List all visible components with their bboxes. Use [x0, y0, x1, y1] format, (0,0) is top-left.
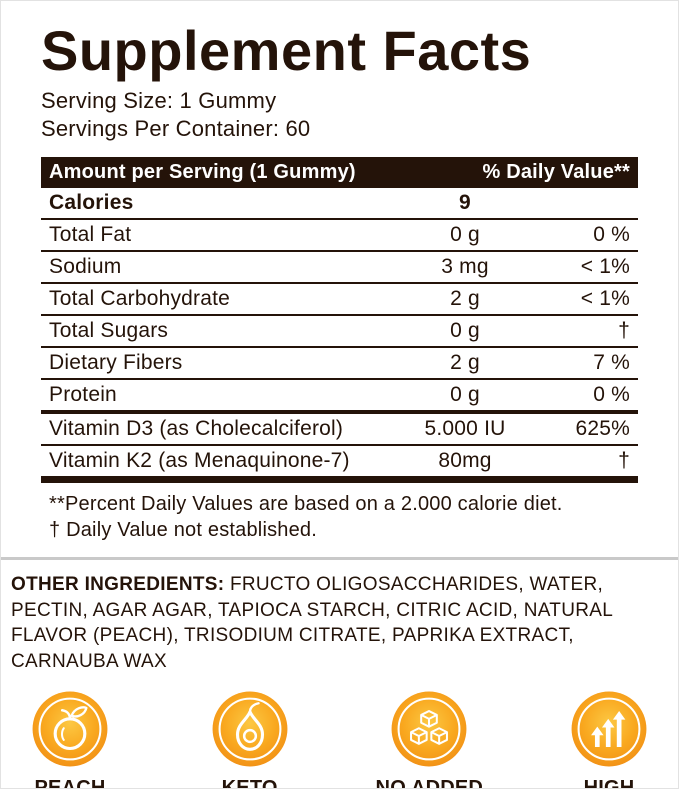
badge-label-line1: KETO [221, 777, 278, 789]
nutrient-amount: 5.000 IU [424, 416, 506, 440]
serving-info: Serving Size: 1 Gummy Servings Per Conta… [41, 87, 638, 143]
nutrient-dv: 0 % [593, 382, 630, 406]
nutrient-name: Total Sugars [49, 318, 169, 342]
supplement-facts-panel: Supplement Facts Serving Size: 1 Gummy S… [1, 1, 678, 543]
nutrient-name: Protein [49, 382, 117, 406]
nutrient-dv: < 1% [580, 254, 630, 278]
badge-label: HIGH POTENCY [560, 777, 658, 789]
table-row-calories: Calories 9 [41, 188, 638, 220]
nutrient-dv: † [618, 448, 630, 472]
nutrient-name: Total Fat [49, 222, 132, 246]
badge-label-line1: HIGH [583, 777, 635, 789]
badge-label: NO ADDED SUGAR [375, 777, 484, 789]
table-row: Total Sugars 0 g † [41, 316, 638, 348]
nutrient-name: Calories [49, 190, 134, 214]
facts-table: Amount per Serving (1 Gummy) % Daily Val… [41, 156, 638, 483]
avocado-icon [212, 691, 288, 767]
column-header-daily-value: % Daily Value** [482, 160, 630, 183]
badge-label-line1: NO ADDED [375, 777, 484, 789]
nutrient-name: Sodium [49, 254, 122, 278]
section-divider [1, 556, 678, 560]
growth-arrows-icon [571, 691, 647, 767]
page-title: Supplement Facts [41, 19, 532, 82]
nutrient-amount: 2 g [450, 286, 480, 310]
badge-label-line1: PEACH [34, 777, 106, 789]
nutrient-dv: 625% [575, 416, 630, 440]
table-header-row: Amount per Serving (1 Gummy) % Daily Val… [41, 156, 638, 188]
feature-badges: PEACH GUMMIES KETO FRIENDLY [1, 690, 678, 789]
nutrient-dv: < 1% [580, 286, 630, 310]
footnotes: **Percent Daily Values are based on a 2.… [41, 483, 638, 543]
nutrient-name: Vitamin D3 (as Cholecalciferol) [49, 416, 344, 440]
badge-label: KETO FRIENDLY [200, 777, 300, 789]
table-row: Sodium 3 mg < 1% [41, 252, 638, 284]
nutrient-amount: 0 g [450, 382, 480, 406]
badge-high-potency: HIGH POTENCY [544, 690, 674, 789]
nutrient-dv: 7 % [593, 350, 630, 374]
peach-icon [32, 691, 108, 767]
nutrient-name: Vitamin K2 (as Menaquinone-7) [49, 448, 350, 472]
badge-keto-friendly: KETO FRIENDLY [185, 690, 315, 789]
badge-no-added-sugar: NO ADDED SUGAR [364, 690, 494, 789]
sugar-cubes-icon [391, 691, 467, 767]
footnote-dagger: † Daily Value not established. [49, 518, 318, 541]
badge-peach-gummies: PEACH GUMMIES [5, 690, 135, 789]
table-row-vitamin: Vitamin K2 (as Menaquinone-7) 80mg † [41, 446, 638, 476]
table-row: Protein 0 g 0 % [41, 380, 638, 414]
badge-label: PEACH GUMMIES [22, 777, 119, 789]
nutrient-amount: 80mg [438, 448, 492, 472]
servings-per-container: Servings Per Container: 60 [41, 115, 311, 141]
table-row: Total Fat 0 g 0 % [41, 220, 638, 252]
column-header-amount: Amount per Serving (1 Gummy) [49, 160, 356, 183]
nutrient-amount: 9 [459, 190, 471, 214]
table-row: Dietary Fibers 2 g 7 % [41, 348, 638, 380]
table-row-vitamin: Vitamin D3 (as Cholecalciferol) 5.000 IU… [41, 414, 638, 446]
serving-size: Serving Size: 1 Gummy [41, 88, 277, 113]
table-end-bar [41, 475, 638, 483]
nutrient-dv: 0 % [593, 222, 630, 246]
nutrient-amount: 0 g [450, 318, 480, 342]
nutrient-name: Dietary Fibers [49, 350, 183, 374]
nutrient-dv: † [618, 318, 630, 342]
other-ingredients: OTHER INGREDIENTS: FRUCTO OLIGOSACCHARID… [1, 572, 678, 675]
nutrient-name: Total Carbohydrate [49, 286, 231, 310]
nutrient-amount: 3 mg [441, 254, 489, 278]
footnote-daily-value: **Percent Daily Values are based on a 2.… [49, 492, 563, 515]
nutrient-amount: 2 g [450, 350, 480, 374]
other-ingredients-label: OTHER INGREDIENTS: [11, 573, 225, 595]
table-row: Total Carbohydrate 2 g < 1% [41, 284, 638, 316]
nutrient-amount: 0 g [450, 222, 480, 246]
other-ingredients-text: FRUCTO OLIGOSACCHARIDES, WATER, PECTIN, … [11, 573, 613, 672]
